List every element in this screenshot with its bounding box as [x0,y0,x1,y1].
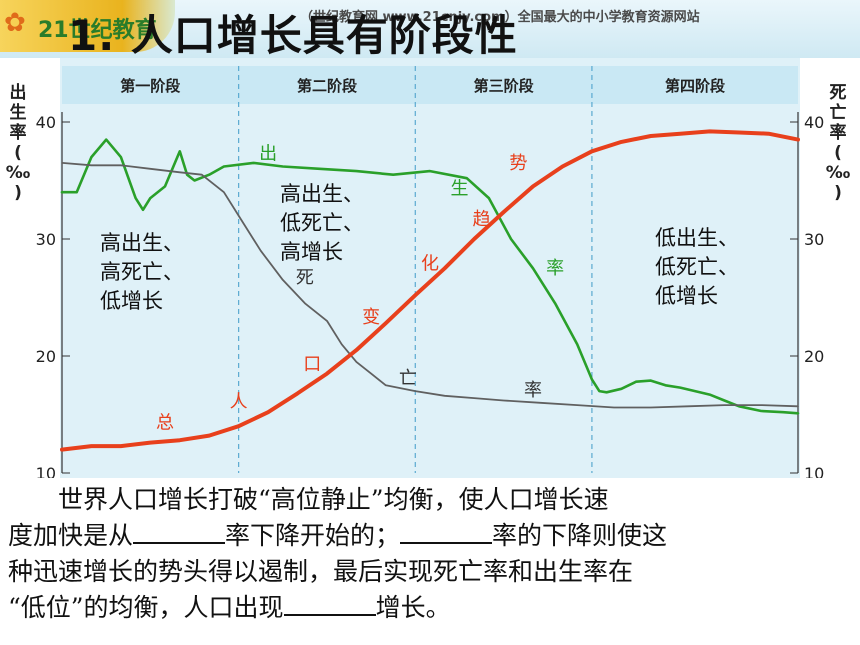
axis-label-char: 出 [10,82,27,103]
axis-label-char: 率 [10,122,27,143]
line2-part-b: 率下降开始的； [225,521,401,550]
page-title: 1. 人口增长具有阶段性 [68,11,518,60]
answer-blank-3[interactable] [283,592,376,616]
axis-label-char: 亡 [830,102,847,123]
right-axis-label: 死亡率(‰) [826,83,851,203]
stage-label: 第一阶段 [120,77,180,95]
paragraph-line-4: “低位”的均衡，人口出现 增长。 [8,590,858,626]
stage-label: 第四阶段 [665,77,725,95]
left-tick-label: 40 [36,113,56,132]
curve-label: 生 [450,179,468,200]
axis-label-char: ( [14,143,22,163]
curve-label: 率 [524,380,542,401]
axis-label-char: 死 [830,83,847,103]
axis-label-char: ) [834,183,842,203]
curve-label: 率 [546,258,564,279]
series-line [60,138,800,415]
curve-label: 总 [156,413,174,434]
curve-label: 死 [296,267,314,288]
stage2-annotation: 高出生、 低死亡、 高增长 [280,182,364,264]
right-tick-label: 10 [804,464,824,478]
line4-part-b: 增长。 [375,593,451,622]
right-tick-label: 20 [804,347,824,366]
right-tick-label: 30 [804,230,824,249]
curve-label: 化 [421,253,439,274]
axis-label-char: ( [834,143,842,163]
population-stage-chart: 第一阶段 第二阶段 第三阶段 第四阶段 4030201040302010出生率(‰)死… [6,58,851,478]
series-line [60,129,800,452]
paragraph-line-3: 种迅速增长的势头得以遏制，最后实现死亡率和出生率在 [8,557,634,586]
axis-label-char: 生 [10,102,27,123]
line2-part-a: 度加快是从 [8,521,134,550]
line4-part-a: “低位”的均衡，人口出现 [8,593,284,622]
right-tick-label: 40 [804,113,824,132]
left-tick-label: 20 [36,347,56,366]
curve-label: 变 [362,307,380,328]
logo-figure-icon: ✿ [4,8,26,38]
left-axis-label: 出生率(‰) [6,82,31,203]
curve-label: 亡 [399,368,417,389]
stage1-annotation: 高出生、 高死亡、 低增长 [100,231,184,313]
chart-background [60,58,800,478]
stage-label: 第三阶段 [474,77,534,95]
stage4-annotation: 低出生、 低死亡、 低增长 [655,226,739,308]
series-line [61,162,799,409]
axis-label-char: ) [14,183,22,203]
line2-part-c: 率的下降则使这 [492,521,668,550]
header-bar: ✿ 21世纪教育 （世纪教育网 www.21cnjy.com）全国最大的中小学教… [0,0,860,60]
curve-label: 出 [259,143,277,164]
curve-label: 势 [509,153,527,174]
left-tick-label: 10 [36,464,56,478]
answer-blank-1[interactable] [133,520,226,544]
paragraph-line-1: 世界人口增长打破“高位静止”均衡，使人口增长速 [58,485,609,514]
logo-text: 21世纪教育 [38,18,157,43]
site-logo: ✿ 21世纪教育 [0,0,175,52]
stage-label: 第二阶段 [297,77,357,95]
axis-label-char: 率 [830,122,847,143]
axis-label-char: ‰ [6,163,31,183]
axis-label-char: ‰ [826,163,851,183]
site-banner: （世纪教育网 www.21cnjy.com）全国最大的中小学教育资源网站 [300,10,700,25]
stage-header-strip [62,66,798,104]
curve-label: 人 [230,391,248,412]
curve-label: 口 [303,354,321,375]
left-tick-label: 30 [36,230,56,249]
answer-blank-2[interactable] [400,520,493,544]
curve-label: 趋 [473,209,491,230]
question-paragraph: 世界人口增长打破“高位静止”均衡，使人口增长速 度加快是从 率下降开始的； 率的下降… [8,482,858,626]
paragraph-line-2: 度加快是从 率下降开始的； 率的下降则使这 [8,518,858,554]
